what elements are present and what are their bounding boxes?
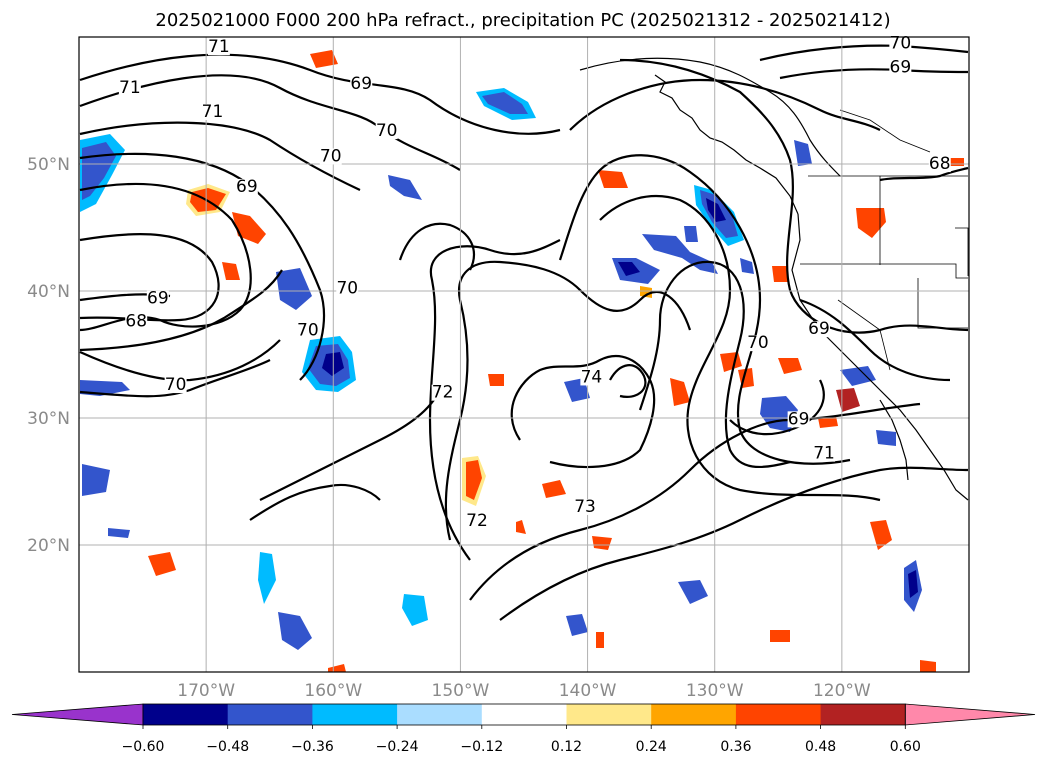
contour-label-bg xyxy=(319,148,342,165)
colorbar-outline xyxy=(142,703,906,726)
colorbar-tick-label: −0.24 xyxy=(376,739,419,755)
lat-tick-label: 20°N xyxy=(27,536,70,556)
colorbar-tick-label: 0.60 xyxy=(890,739,921,755)
lon-tick-label: 140°W xyxy=(559,681,617,701)
contour-label: 70 xyxy=(890,33,912,53)
contour-label-bg xyxy=(807,321,830,338)
colorbar-tick-label: 0.12 xyxy=(551,739,582,755)
lon-tick-label: 120°W xyxy=(813,681,871,701)
colorbar-swatch xyxy=(735,704,822,725)
contour-label-bg xyxy=(574,498,597,515)
contour-label-bg xyxy=(889,59,912,76)
colorbar-swatch xyxy=(566,704,652,725)
contour-label: 69 xyxy=(890,58,912,78)
contour-label: 72 xyxy=(432,383,454,403)
political-borders xyxy=(800,109,969,371)
colorbar-swatch xyxy=(481,704,567,725)
lon-tick-label: 130°W xyxy=(686,681,744,701)
contour-label-bg xyxy=(813,445,836,462)
contour-label-bg xyxy=(580,369,603,386)
contour-label: 71 xyxy=(813,444,835,464)
lon-tick-label: 170°W xyxy=(177,681,235,701)
contour-label: 70 xyxy=(747,333,769,353)
latitude-tick-labels: 50°N 40°N 30°N 20°N xyxy=(27,155,70,556)
contour-label: 69 xyxy=(147,289,169,309)
colorbar-tick-label: 0.24 xyxy=(636,739,667,755)
contour-label: 69 xyxy=(788,409,810,429)
lat-tick-label: 50°N xyxy=(27,155,70,175)
contour-label-bg xyxy=(431,384,454,401)
ocean-background xyxy=(79,37,969,672)
contour-label-bg xyxy=(118,79,141,96)
contour-label-bg xyxy=(889,35,912,52)
map-frame xyxy=(78,36,970,673)
colorbar-tick-label: −0.12 xyxy=(460,739,503,755)
contour-label: 73 xyxy=(574,497,596,517)
contour-label: 70 xyxy=(320,146,342,166)
gridlines xyxy=(79,37,969,672)
contour-label-bg xyxy=(928,156,951,173)
contour-label-bg xyxy=(375,123,398,140)
contour-label-bg xyxy=(207,39,230,56)
colorbar-tick-label: 0.36 xyxy=(720,739,751,755)
contour-label-bg xyxy=(296,322,319,339)
contour-label: 71 xyxy=(208,37,230,57)
contour-label: 71 xyxy=(119,78,141,98)
contour-label: 70 xyxy=(165,375,187,395)
colorbar-swatch xyxy=(397,704,483,725)
contour-label-bg xyxy=(201,104,224,121)
colorbar-tick-label: −0.36 xyxy=(291,739,334,755)
contour-label: 74 xyxy=(581,367,603,387)
lon-tick-label: 160°W xyxy=(304,681,362,701)
coastlines xyxy=(579,57,969,501)
contour-label: 70 xyxy=(336,279,358,299)
lon-tick-label: 150°W xyxy=(432,681,490,701)
contour-label: 70 xyxy=(376,121,398,141)
negative-precip-areas xyxy=(80,88,922,650)
colorbar: −0.60 −0.48 −0.36 −0.24 −0.12 0.12 0.24 0.36 0.4… xyxy=(11,703,1036,755)
contour-label-bg xyxy=(146,290,169,307)
colorbar-swatch xyxy=(651,704,737,725)
colorbar-tick-label: −0.48 xyxy=(206,739,249,755)
contour-label-bg xyxy=(465,512,488,529)
contour-label-bg xyxy=(746,335,769,352)
lat-tick-label: 40°N xyxy=(27,282,70,302)
colorbar-extend-low xyxy=(11,703,144,726)
contour-label-bg xyxy=(125,313,148,330)
colorbar-tick-label: 0.48 xyxy=(805,739,836,755)
contour-label: 69 xyxy=(350,74,372,94)
contour-label: 68 xyxy=(125,312,147,332)
contour-label: 72 xyxy=(466,511,488,531)
colorbar-extend-high xyxy=(904,703,1036,726)
longitude-tick-labels: 170°W 160°W 150°W 140°W 130°W 120°W xyxy=(177,681,871,701)
colorbar-swatch xyxy=(143,704,229,725)
contour-label-bg xyxy=(164,377,187,394)
lat-tick-label: 30°N xyxy=(27,409,70,429)
colorbar-swatch xyxy=(820,704,906,725)
contour-label: 70 xyxy=(297,320,319,340)
colorbar-swatch xyxy=(312,704,398,725)
colorbar-tick-label: −0.60 xyxy=(122,739,165,755)
contour-label-bg xyxy=(350,76,373,93)
contour-label-bg xyxy=(235,178,258,195)
contour-label: 68 xyxy=(929,154,951,174)
contour-label: 69 xyxy=(236,177,258,197)
contour-label-bg xyxy=(336,280,359,297)
contour-label-bg xyxy=(787,411,810,428)
contour-label: 69 xyxy=(808,319,830,339)
colorbar-swatch xyxy=(227,704,313,725)
contour-label: 71 xyxy=(202,102,224,122)
chart-title: 2025021000 F000 200 hPa refract., precip… xyxy=(155,10,890,31)
